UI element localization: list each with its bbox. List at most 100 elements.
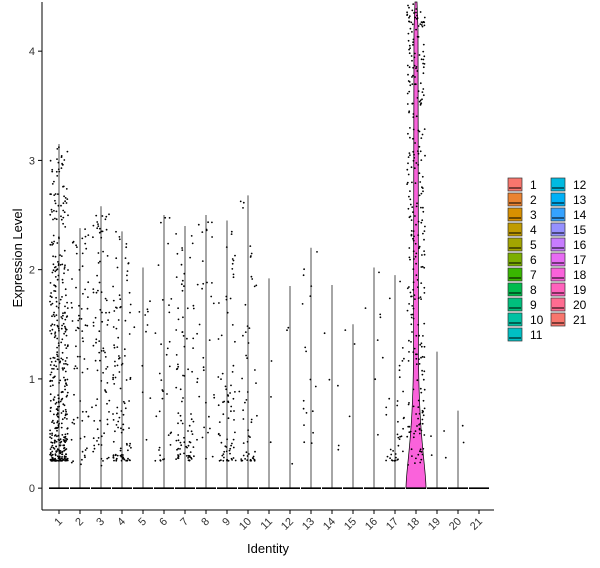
point (225, 246, 228, 249)
legend-label: 2 (530, 193, 537, 207)
point (154, 332, 157, 334)
point (71, 241, 74, 244)
point (86, 307, 89, 310)
point (54, 199, 56, 202)
point (419, 422, 422, 425)
point (128, 427, 130, 429)
point (419, 450, 421, 453)
point (117, 420, 120, 423)
point (177, 454, 179, 456)
point (422, 447, 425, 450)
point (100, 291, 103, 294)
point (423, 434, 426, 436)
point (415, 262, 417, 265)
point (51, 170, 54, 173)
point (182, 374, 184, 377)
point (186, 337, 188, 340)
point (241, 377, 244, 380)
legend-swatch (507, 177, 523, 192)
point (122, 413, 125, 416)
point (196, 283, 199, 286)
point (417, 150, 419, 153)
point (220, 334, 223, 337)
point (421, 133, 424, 136)
point (423, 63, 426, 65)
point (406, 11, 408, 14)
point (344, 329, 347, 331)
point (157, 264, 160, 266)
point (84, 228, 86, 231)
point (211, 455, 214, 458)
point (407, 80, 410, 82)
point (408, 247, 411, 249)
point (51, 302, 54, 305)
point (51, 183, 54, 185)
x-tick-label: 16 (363, 516, 380, 533)
point (100, 457, 103, 460)
point (390, 459, 393, 461)
point (64, 385, 66, 388)
point (61, 453, 64, 456)
point (412, 74, 414, 77)
points-layer (49, 3, 465, 467)
point (421, 219, 424, 222)
point (52, 263, 55, 266)
point (412, 317, 415, 320)
point (49, 364, 52, 366)
point (218, 459, 221, 462)
point (412, 239, 415, 242)
point (102, 460, 104, 462)
point (179, 388, 182, 391)
point (61, 338, 64, 341)
point (58, 401, 60, 404)
legend-label: 15 (573, 223, 587, 237)
point (179, 414, 182, 417)
point (413, 56, 416, 59)
point (408, 303, 410, 305)
point (65, 437, 67, 440)
point (54, 255, 57, 258)
point (63, 436, 66, 439)
point (72, 418, 75, 421)
point (99, 260, 101, 263)
point (386, 455, 389, 458)
point (407, 162, 409, 165)
point (420, 58, 423, 61)
point (50, 441, 53, 444)
point (379, 316, 382, 319)
point (422, 62, 424, 65)
point (57, 274, 60, 277)
point (65, 382, 67, 385)
x-tick-label: 19 (426, 516, 443, 533)
point (217, 404, 220, 407)
point (311, 410, 314, 413)
point (108, 399, 111, 402)
point (417, 152, 420, 155)
point (412, 268, 415, 270)
point (100, 230, 103, 233)
point (49, 433, 51, 435)
point (414, 255, 417, 258)
point (232, 259, 235, 262)
point (183, 272, 186, 275)
point (64, 448, 67, 451)
point (410, 219, 413, 222)
point (420, 356, 422, 359)
point (161, 299, 164, 301)
point (201, 260, 204, 262)
point (197, 223, 200, 226)
point (121, 456, 124, 458)
point (120, 410, 123, 412)
point (410, 233, 413, 236)
point (420, 159, 423, 162)
point (189, 451, 192, 453)
point (64, 226, 67, 228)
point (92, 325, 95, 327)
point (63, 268, 66, 270)
point (159, 459, 162, 462)
point (53, 336, 56, 339)
point (102, 350, 105, 352)
point (377, 433, 379, 436)
point (53, 396, 56, 398)
point (141, 364, 144, 367)
